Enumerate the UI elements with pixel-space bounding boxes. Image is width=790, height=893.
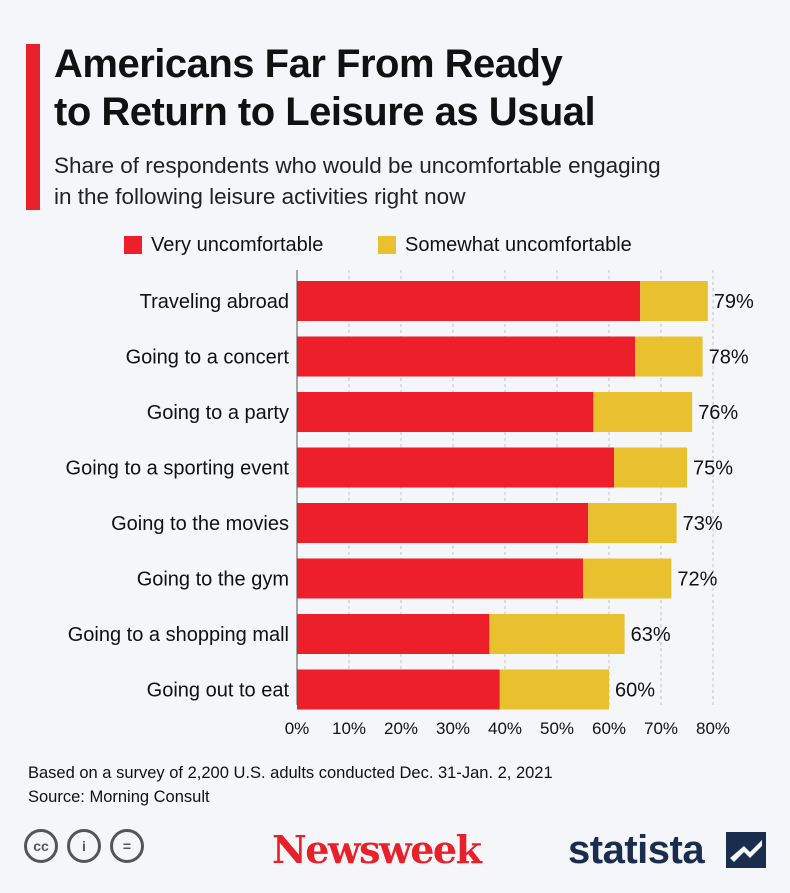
total-data-label: 60% xyxy=(615,680,655,702)
category-label: Going out to eat xyxy=(147,680,290,702)
statista-logo[interactable]: statista xyxy=(568,828,705,872)
chart-subtitle-line-2: in the following leisure activities righ… xyxy=(54,184,466,209)
accent-bar xyxy=(26,44,40,210)
cc-icon-label: cc xyxy=(33,838,49,854)
bar-somewhat-uncomfortable xyxy=(588,503,677,543)
chart-title-line-2: to Return to Leisure as Usual xyxy=(54,90,596,134)
legend-item-somewhat: Somewhat uncomfortable xyxy=(378,230,632,260)
total-data-label: 72% xyxy=(677,569,717,591)
legend: Very uncomfortable Somewhat uncomfortabl… xyxy=(0,230,790,260)
footnote-survey: Based on a survey of 2,200 U.S. adults c… xyxy=(28,764,553,782)
chart-title: Americans Far From Ready to Return to Le… xyxy=(54,40,774,136)
category-label: Traveling abroad xyxy=(140,291,289,313)
bar-very-uncomfortable xyxy=(297,447,615,488)
category-label: Going to a sporting event xyxy=(66,458,290,480)
x-tick-label: 20% xyxy=(384,719,418,738)
cc-icon[interactable]: cc xyxy=(24,829,58,863)
total-data-label: 78% xyxy=(709,347,749,369)
footnote-source: Source: Morning Consult xyxy=(28,788,210,806)
bar-somewhat-uncomfortable xyxy=(640,281,708,321)
category-label: Going to the gym xyxy=(137,569,289,591)
total-data-label: 73% xyxy=(683,513,723,535)
x-tick-label: 10% xyxy=(332,719,366,738)
bar-very-uncomfortable xyxy=(297,503,589,543)
legend-swatch-very xyxy=(124,236,142,254)
total-data-label: 79% xyxy=(714,291,754,313)
x-tick-label: 80% xyxy=(696,719,730,738)
no-derivatives-icon-label: = xyxy=(122,838,132,854)
license-icons: cc i = xyxy=(24,829,144,863)
bar-somewhat-uncomfortable xyxy=(583,558,672,599)
bar-very-uncomfortable xyxy=(297,614,490,654)
bar-very-uncomfortable xyxy=(297,336,635,377)
x-tick-label: 40% xyxy=(488,719,522,738)
legend-label-somewhat: Somewhat uncomfortable xyxy=(405,233,632,256)
category-label: Going to a shopping mall xyxy=(68,624,289,646)
x-tick-label: 60% xyxy=(592,719,626,738)
bar-very-uncomfortable xyxy=(297,558,583,599)
bar-very-uncomfortable xyxy=(297,392,594,432)
bar-somewhat-uncomfortable xyxy=(593,392,693,432)
total-data-label: 76% xyxy=(698,402,738,424)
bar-somewhat-uncomfortable xyxy=(499,669,609,710)
legend-label-very: Very uncomfortable xyxy=(151,233,324,256)
total-data-label: 75% xyxy=(693,458,733,480)
x-tick-label: 50% xyxy=(540,719,574,738)
category-label: Going to a concert xyxy=(126,347,290,369)
no-derivatives-icon[interactable]: = xyxy=(110,829,144,863)
bar-very-uncomfortable xyxy=(297,281,641,321)
bar-somewhat-uncomfortable xyxy=(635,336,703,377)
bar-chart: 0% 10% 20% 30% 40% 50% 60% 70% 80% Traveling abro… xyxy=(66,270,754,738)
legend-item-very: Very uncomfortable xyxy=(124,230,323,260)
legend-swatch-somewhat xyxy=(378,236,396,254)
x-tick-label: 0% xyxy=(285,719,310,738)
newsweek-logo[interactable]: Newsweek xyxy=(272,827,482,872)
x-tick-label: 70% xyxy=(644,719,678,738)
bar-somewhat-uncomfortable xyxy=(489,614,625,654)
attribution-icon-label: i xyxy=(82,838,86,854)
chart-title-line-1: Americans Far From Ready xyxy=(54,42,563,86)
chart-subtitle-line-1: Share of respondents who would be uncomf… xyxy=(54,153,661,178)
bar-very-uncomfortable xyxy=(297,669,500,710)
bar-somewhat-uncomfortable xyxy=(614,447,687,488)
category-label: Going to the movies xyxy=(111,513,289,535)
x-tick-label: 30% xyxy=(436,719,470,738)
attribution-icon[interactable]: i xyxy=(67,829,101,863)
chart-subtitle: Share of respondents who would be uncomf… xyxy=(54,150,774,212)
statista-mark-icon xyxy=(726,832,766,868)
category-label: Going to a party xyxy=(147,402,289,424)
total-data-label: 63% xyxy=(631,624,671,646)
